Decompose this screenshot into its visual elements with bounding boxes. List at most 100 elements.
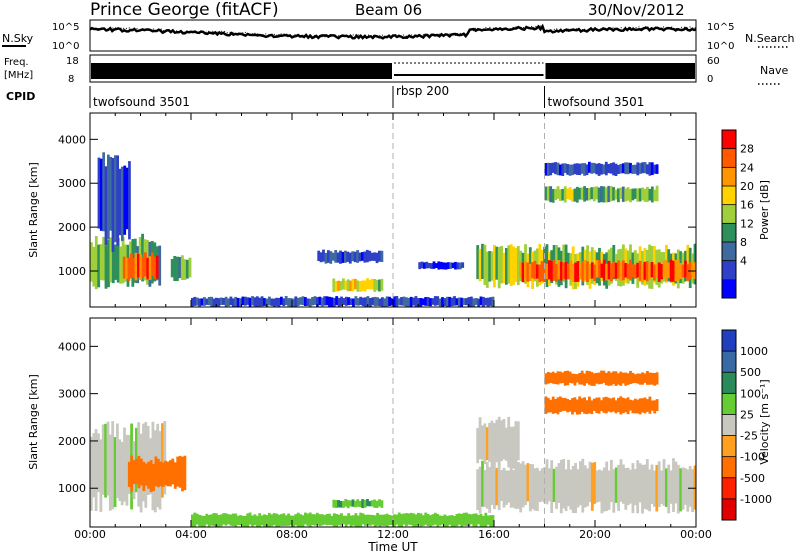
velocity-cell	[580, 370, 584, 385]
velocity-cell	[364, 514, 367, 526]
beam-title: Beam 06	[355, 1, 422, 19]
velocity-cell	[412, 513, 415, 527]
velocity-cell	[239, 515, 242, 525]
power-cell	[633, 250, 637, 279]
power-cell	[347, 297, 351, 306]
velocity-cell	[178, 455, 182, 488]
power-cell	[141, 233, 144, 282]
power-cell	[371, 297, 375, 306]
velocity-cell	[378, 499, 381, 507]
power-cell	[407, 297, 411, 307]
power-cell	[195, 297, 199, 306]
velocity-cell	[590, 400, 594, 415]
colorbar-tick-label: 1000	[740, 345, 768, 358]
velocity-colorbar: 1000 500 100 25 -25 -100 -500 -1000	[721, 329, 772, 521]
power-cell	[361, 252, 364, 261]
power-cell	[602, 164, 606, 175]
power-cell	[277, 297, 281, 307]
power-cell	[306, 298, 310, 306]
power-cell	[580, 163, 584, 174]
power-cell	[449, 262, 453, 269]
velocity-cell	[332, 499, 336, 508]
velocity-cell	[400, 513, 403, 527]
power-cell	[624, 263, 628, 278]
velocity-cell	[97, 433, 100, 493]
power-cell	[97, 244, 101, 288]
velocity-cell	[308, 512, 312, 527]
velocity-cell	[354, 513, 358, 527]
velocity-cell	[502, 419, 506, 460]
colorbar-swatch	[722, 167, 736, 187]
velocity-cell	[478, 466, 482, 514]
velocity-cell	[369, 514, 372, 526]
velocity-cell	[108, 434, 112, 511]
noise-search-label: N.Search	[745, 32, 795, 45]
velocity-cell	[195, 513, 199, 525]
velocity-cell	[111, 421, 115, 510]
power-cell	[497, 246, 501, 289]
colorbar-frame	[721, 129, 737, 299]
power-cell	[260, 296, 264, 307]
power-cell	[344, 250, 347, 263]
power-cell	[241, 296, 245, 306]
power-cell	[588, 161, 591, 173]
power-cell	[102, 152, 105, 232]
power-cell	[99, 244, 103, 281]
velocity-cell	[191, 514, 194, 527]
power-cell	[155, 255, 159, 279]
velocity-cell	[200, 515, 204, 527]
power-cell	[329, 251, 333, 264]
velocity-cell	[470, 514, 473, 525]
power-cell	[531, 262, 534, 279]
power-cell	[364, 297, 367, 307]
power-cell	[648, 162, 652, 176]
power-cell	[107, 239, 110, 288]
velocity-cell	[490, 420, 494, 469]
velocity-cell	[544, 396, 548, 414]
x-tick-label: 16:00	[478, 528, 510, 541]
power-cell	[180, 255, 184, 280]
velocity-cell	[600, 400, 603, 411]
velocity-cell	[662, 459, 666, 506]
power-cell	[524, 261, 527, 281]
velocity-cell	[251, 515, 254, 527]
power-cell	[284, 296, 288, 305]
power-cell	[210, 296, 213, 307]
velocity-cell	[397, 512, 401, 527]
power-cell	[437, 261, 441, 270]
velocity-cell	[571, 466, 575, 513]
power-cell	[549, 186, 553, 203]
power-cell	[621, 186, 625, 202]
velocity-cell	[621, 372, 625, 384]
power-cell	[645, 261, 649, 282]
velocity-cell	[672, 458, 675, 512]
power-cell	[566, 188, 570, 200]
power-cell	[559, 189, 562, 201]
power-cell	[188, 257, 192, 278]
power-cell	[334, 281, 338, 292]
power-cell	[681, 264, 685, 278]
velocity-cell	[500, 470, 503, 501]
power-cell	[205, 298, 209, 305]
power-cell	[579, 263, 582, 279]
power-cell	[215, 297, 218, 307]
power-cell	[127, 257, 131, 281]
velocity-cell	[482, 515, 485, 527]
noise-search-trace	[89, 25, 697, 39]
velocity-cell	[609, 398, 613, 413]
power-cell	[299, 297, 302, 305]
power-cell	[335, 296, 339, 306]
velocity-cell	[421, 515, 425, 526]
velocity-cell	[441, 515, 444, 525]
power-cell	[521, 262, 525, 283]
power-cell	[323, 296, 327, 306]
velocity-region	[127, 455, 187, 492]
velocity-cell	[231, 513, 235, 526]
power-cell	[141, 257, 145, 277]
power-cell	[636, 162, 640, 176]
velocity-cell	[573, 397, 577, 413]
power-cell	[134, 252, 138, 281]
velocity-cell	[583, 373, 586, 386]
power-cell	[470, 296, 473, 307]
power-cell	[551, 162, 555, 173]
